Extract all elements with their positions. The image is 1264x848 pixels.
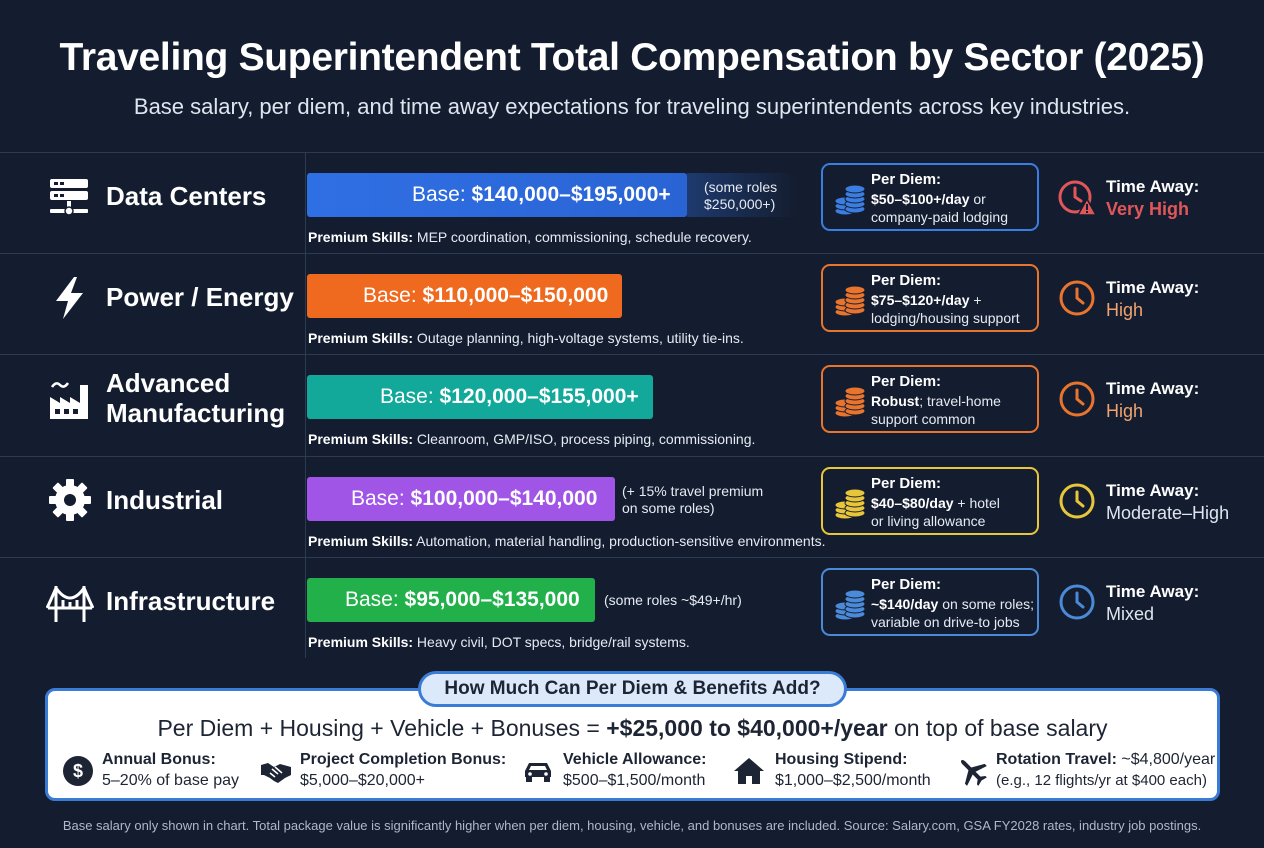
- benefit-value: $500–$1,500/month: [563, 772, 706, 789]
- benefit-title: Rotation Travel: ~$4,800/year: [996, 751, 1216, 768]
- base-salary-note: (some roles $250,000+): [704, 179, 778, 212]
- clock-icon: [1059, 584, 1095, 620]
- per-diem-text: ~$140/day on some roles; variable on driv…: [871, 596, 1035, 630]
- row-divider: [0, 456, 1264, 457]
- time-away-value: Very High: [1106, 199, 1190, 219]
- row-divider: [0, 557, 1264, 558]
- base-salary-label: Base: $95,000–$135,000: [345, 588, 580, 611]
- page-title: Traveling Superintendent Total Compensat…: [59, 36, 1205, 79]
- sector-row-industrial: Industrial Base: $100,000–$140,000 (+ 15…: [0, 457, 1264, 558]
- per-diem-title: Per Diem:: [871, 576, 942, 593]
- benefit-value: (e.g., 12 flights/yr at $400 each): [996, 772, 1207, 789]
- per-diem-title: Per Diem:: [871, 373, 942, 390]
- server-rack-icon: [46, 173, 94, 221]
- per-diem-text: $75–$120+/day + lodging/housing support: [871, 292, 1020, 326]
- sector-row-data-centers: Data Centers Base: $140,000–$195,000+ (s…: [0, 153, 1264, 254]
- premium-skills: Premium Skills: Automation, material han…: [308, 533, 826, 549]
- bar-extension-fade: [687, 173, 797, 217]
- clock-icon: [1059, 280, 1095, 316]
- time-away-value: High: [1106, 300, 1144, 320]
- airplane-icon: [960, 759, 987, 786]
- footer-note: Base salary only shown in chart. Total p…: [62, 818, 1202, 833]
- per-diem-card: Per Diem: $75–$120+/day + lodging/housing…: [821, 264, 1039, 332]
- handshake-icon: [261, 763, 291, 783]
- coins-icon: [834, 386, 866, 418]
- clock-icon: [1059, 483, 1095, 519]
- per-diem-text: $40–$80/day + hotel or living allowance: [871, 495, 1000, 529]
- per-diem-card: Per Diem: $50–$100+/day or company-paid l…: [821, 163, 1039, 231]
- sector-row-power-energy: Power / Energy Base: $110,000–$150,000 P…: [0, 254, 1264, 355]
- base-salary-label: Base: $110,000–$150,000: [363, 284, 609, 307]
- benefit-title: Vehicle Allowance:: [563, 751, 707, 768]
- premium-skills: Premium Skills: Heavy civil, DOT specs, …: [308, 634, 690, 650]
- coins-icon: [834, 285, 866, 317]
- per-diem-title: Per Diem:: [871, 475, 942, 492]
- benefit-title: Annual Bonus:: [102, 751, 216, 768]
- chart-axis-line: [305, 153, 306, 658]
- coins-icon: [834, 589, 866, 621]
- dollar-coin-icon: $: [63, 756, 93, 786]
- lightning-bolt-icon: [46, 274, 94, 322]
- sector-name: Data Centers: [106, 181, 267, 211]
- base-salary-bar: [307, 274, 622, 318]
- time-away-title: Time Away:: [1106, 582, 1200, 601]
- summary-badge: How Much Can Per Diem & Benefits Add?: [418, 671, 847, 707]
- time-away-value: High: [1106, 401, 1144, 421]
- sector-name: Infrastructure: [106, 586, 276, 616]
- base-salary-note: (some roles ~$49+/hr): [604, 592, 742, 608]
- time-away-title: Time Away:: [1106, 177, 1200, 196]
- row-divider: [0, 354, 1264, 355]
- time-away-value: Moderate–High: [1106, 503, 1230, 523]
- benefit-title: Project Completion Bonus:: [300, 751, 507, 768]
- sector-name: Industrial: [106, 485, 224, 515]
- per-diem-title: Per Diem:: [871, 171, 942, 188]
- time-away-title: Time Away:: [1106, 481, 1200, 500]
- per-diem-title: Per Diem:: [871, 272, 942, 289]
- page-subtitle: Base salary, per diem, and time away exp…: [133, 94, 1131, 119]
- row-divider: [0, 152, 1264, 153]
- car-icon: [525, 763, 551, 782]
- benefit-value: $1,000–$2,500/month: [775, 772, 931, 789]
- bridge-icon: [45, 578, 95, 626]
- sector-name: Advanced Manufacturing: [106, 368, 286, 428]
- per-diem-card: Per Diem: $40–$80/day + hotel or living a…: [821, 467, 1039, 535]
- sector-row-advanced-manufacturing: Advanced Manufacturing Base: $120,000–$15…: [0, 355, 1264, 456]
- time-away-value: Mixed: [1106, 604, 1155, 624]
- per-diem-text: Robust; travel-home support common: [871, 393, 1001, 427]
- base-salary-note: (+ 15% travel premium on some roles): [622, 483, 764, 516]
- benefit-value: $5,000–$20,000+: [300, 772, 426, 789]
- benefits-formula: Per Diem + Housing + Vehicle + Bonuses =…: [157, 715, 1108, 741]
- benefit-value: 5–20% of base pay: [102, 772, 239, 789]
- base-salary-label: Base: $140,000–$195,000+: [412, 183, 671, 206]
- base-salary-label: Base: $120,000–$155,000+: [380, 385, 639, 408]
- base-salary-label: Base: $100,000–$140,000: [351, 487, 598, 510]
- factory-icon: [46, 375, 94, 423]
- premium-skills: Premium Skills: Cleanroom, GMP/ISO, proc…: [308, 431, 756, 447]
- premium-skills: Premium Skills: Outage planning, high-vo…: [308, 330, 744, 346]
- svg-text:$: $: [73, 761, 83, 781]
- base-salary-bar: [307, 173, 687, 217]
- premium-skills: Premium Skills: MEP coordination, commis…: [308, 229, 752, 245]
- gear-icon: [46, 477, 94, 525]
- time-away-title: Time Away:: [1106, 379, 1200, 398]
- base-salary-bar: [307, 578, 595, 622]
- clock-icon: [1059, 381, 1095, 417]
- sector-row-infrastructure: Infrastructure Base: $95,000–$135,000 (s…: [0, 558, 1264, 659]
- coins-icon: [834, 184, 866, 216]
- coins-icon: [834, 488, 866, 520]
- per-diem-text: $50–$100+/day or company-paid lodging: [871, 191, 1008, 225]
- per-diem-card: Per Diem: Robust; travel-home support com…: [821, 365, 1039, 433]
- sector-name: Power / Energy: [106, 282, 294, 312]
- base-salary-bar: [307, 375, 653, 419]
- per-diem-card: Per Diem: ~$140/day on some roles; variab…: [821, 568, 1039, 636]
- house-icon: [734, 758, 764, 784]
- alarm-clock-warning-icon: [1058, 180, 1097, 216]
- base-salary-bar: [307, 477, 615, 521]
- row-divider: [0, 253, 1264, 254]
- time-away-title: Time Away:: [1106, 278, 1200, 297]
- benefit-title: Housing Stipend:: [775, 751, 908, 768]
